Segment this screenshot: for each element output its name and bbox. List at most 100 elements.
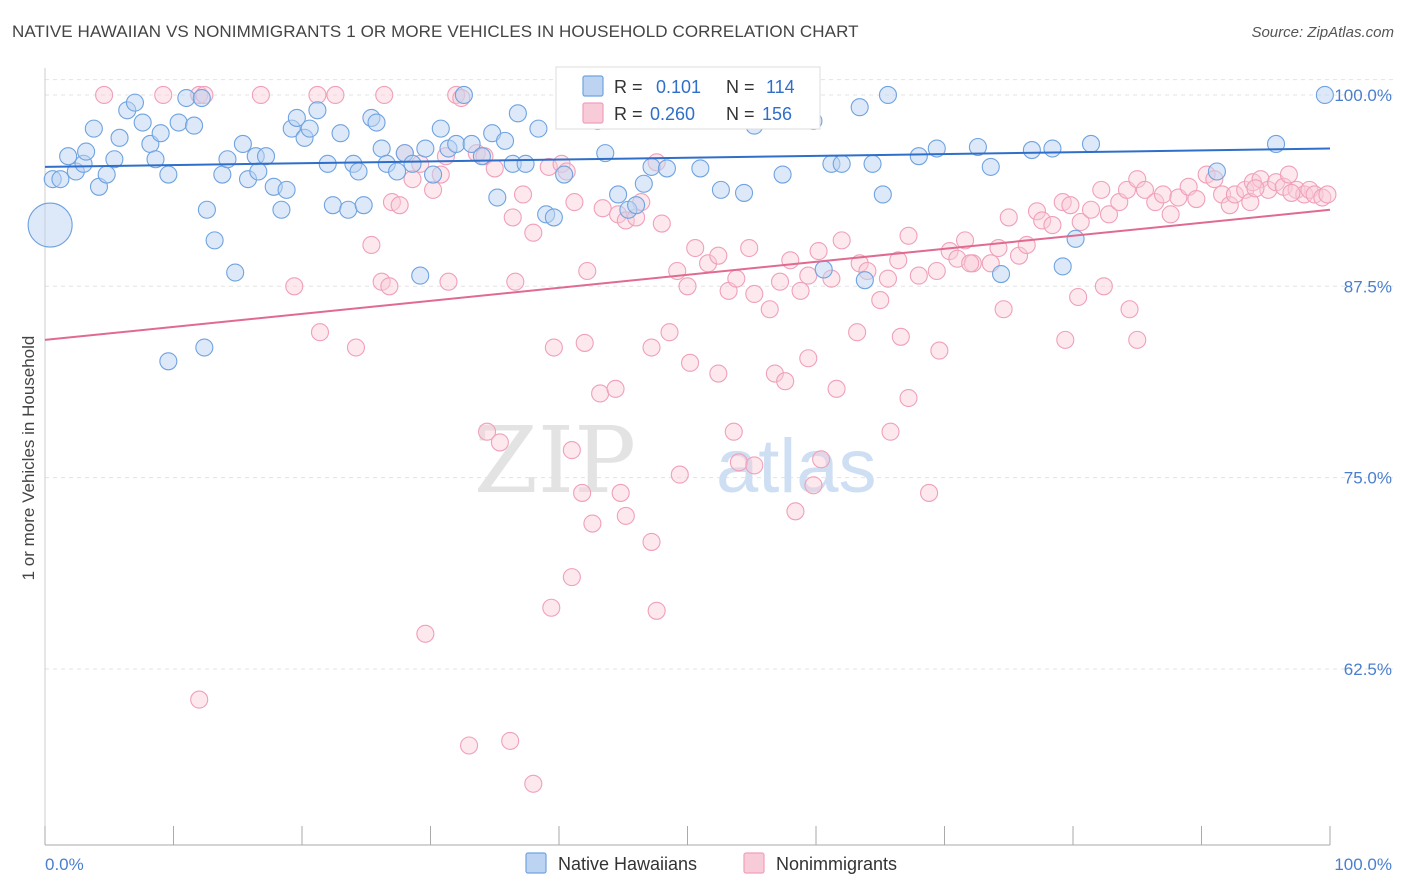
nonimmigrants-point (1061, 196, 1080, 215)
native-hawaiians-point (372, 139, 391, 158)
bottom-legend-pink-swatch (743, 852, 765, 874)
nonimmigrants-point (1043, 216, 1062, 235)
native-hawaiians-point (367, 113, 386, 132)
native-hawaiians-point (125, 93, 144, 112)
native-hawaiians-point (192, 88, 211, 108)
native-hawaiians-point (814, 260, 833, 279)
native-hawaiians-point (272, 200, 291, 219)
native-hawaiians-point (878, 85, 898, 105)
native-hawaiians-point (213, 165, 232, 184)
native-hawaiians-point (97, 165, 116, 184)
native-hawaiians-point (233, 134, 252, 153)
native-hawaiians-point (863, 154, 882, 173)
legend-blue-n-value: 114 (766, 77, 795, 97)
nonimmigrants-point (899, 388, 918, 408)
native-hawaiians-point (159, 352, 178, 371)
nonimmigrants-point (642, 338, 661, 357)
nonimmigrants-point (1092, 180, 1111, 199)
nonimmigrants-trend-line (44, 208, 1331, 341)
nonimmigrants-point (573, 483, 592, 502)
bottom-legend-pink-label: Nonimmigrants (776, 854, 897, 874)
nonimmigrants-point (1120, 300, 1139, 319)
nonimmigrants-point (899, 226, 918, 245)
native-hawaiians-point (287, 108, 306, 127)
legend-blue-swatch (582, 75, 604, 97)
nonimmigrants-point (513, 185, 533, 204)
nonimmigrants-points (95, 85, 1337, 793)
tick-labels: 100.0% 87.5% 75.0% 62.5% 0.0% 100.0% (45, 86, 1392, 874)
native-hawaiians-point (51, 170, 70, 189)
native-hawaiians-point (544, 208, 563, 227)
zipatlas-watermark: ZIP atlas (474, 407, 877, 514)
native-hawaiians-point (159, 165, 178, 184)
native-hawaiians-point (657, 159, 676, 178)
legend-pink-swatch (582, 102, 604, 124)
legend-pink-n-value: 156 (762, 104, 792, 124)
native-hawaiians-point (991, 265, 1011, 284)
y-tick-label: 100.0% (1334, 86, 1392, 105)
nonimmigrants-point (591, 384, 610, 403)
nonimmigrants-point (1081, 200, 1101, 219)
y-tick-label: 87.5% (1344, 277, 1392, 296)
native-hawaiians-point (323, 196, 342, 215)
nonimmigrants-point (1313, 188, 1332, 207)
nonimmigrants-point (745, 284, 764, 304)
nonimmigrants-point (1241, 193, 1260, 212)
native-hawaiians-point (424, 165, 443, 184)
nonimmigrants-point (1099, 205, 1119, 224)
native-hawaiians-point (403, 154, 422, 173)
nonimmigrants-point (920, 483, 939, 502)
native-hawaiians-point (133, 113, 152, 132)
native-hawaiians-point (169, 113, 188, 132)
nonimmigrants-point (930, 341, 949, 360)
x-tick-label: 100.0% (1334, 855, 1392, 874)
nonimmigrants-point (390, 196, 409, 215)
nonimmigrants-point (1027, 202, 1047, 221)
native-hawaiians-point (1022, 141, 1041, 160)
legend-blue-n-label: N = (726, 77, 755, 97)
nonimmigrants-point (791, 281, 810, 300)
nonimmigrants-point (616, 506, 635, 525)
native-hawaiians-point (1043, 139, 1062, 158)
nonimmigrants-point (380, 277, 399, 296)
nonimmigrants-point (804, 476, 823, 495)
nonimmigrants-point (326, 85, 345, 105)
nonimmigrants-point (642, 532, 661, 551)
nonimmigrants-point (848, 323, 867, 342)
nonimmigrants-point (660, 323, 679, 342)
nonimmigrants-point (1279, 165, 1298, 184)
nonimmigrants-point (375, 85, 394, 105)
nonimmigrants-point (593, 199, 612, 218)
native-hawaiians-point (59, 147, 78, 166)
native-hawaiians-point (1207, 162, 1226, 181)
native-hawaiians-point (431, 119, 450, 138)
native-hawaiians-point (151, 124, 170, 143)
nonimmigrants-point (1056, 330, 1075, 349)
nonimmigrants-point (1246, 179, 1265, 198)
native-hawaiians-point (495, 131, 515, 150)
native-hawaiians-point (1053, 257, 1072, 276)
nonimmigrants-point (285, 277, 304, 296)
native-hawaiians-point (256, 147, 276, 166)
nonimmigrants-point (1146, 193, 1165, 212)
nonimmigrants-point (1318, 185, 1337, 204)
nonimmigrants-point (485, 159, 504, 178)
nonimmigrants-point (994, 300, 1013, 319)
native-hawaiians-point (1315, 85, 1334, 105)
nonimmigrants-point (544, 338, 563, 357)
nonimmigrants-point (809, 242, 828, 261)
native-hawaiians-point (411, 266, 430, 285)
nonimmigrants-point (416, 624, 435, 643)
native-hawaiians-point (855, 271, 874, 290)
nonimmigrants-point (362, 235, 381, 255)
nonimmigrants-point (961, 254, 980, 273)
native-hawaiians-point (77, 142, 96, 161)
nonimmigrants-point (776, 372, 795, 391)
native-hawaiians-point (110, 128, 129, 147)
nonimmigrants-point (524, 774, 543, 793)
nonimmigrants-point (503, 208, 522, 227)
native-hawaiians-point (388, 162, 407, 181)
trend-lines (44, 147, 1331, 341)
nonimmigrants-point (724, 422, 743, 441)
nonimmigrants-point (770, 272, 790, 291)
